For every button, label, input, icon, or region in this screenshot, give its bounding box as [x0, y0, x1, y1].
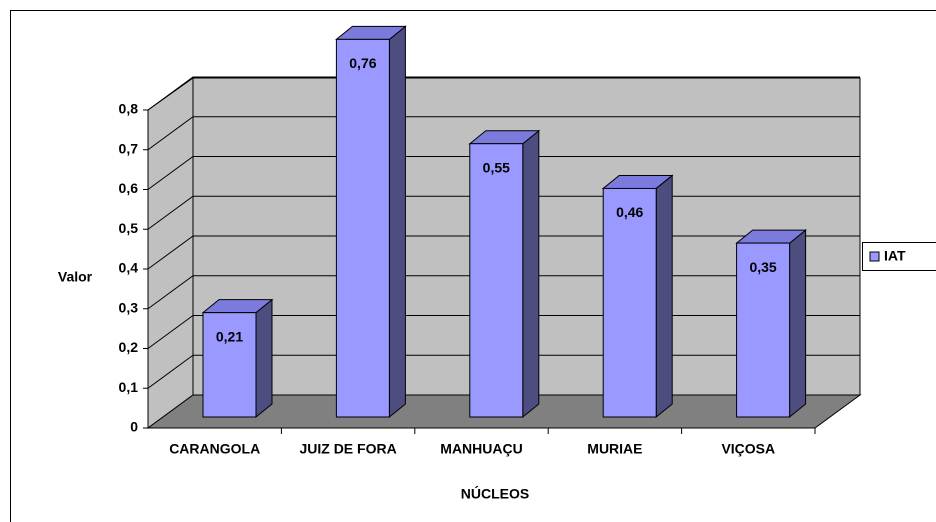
grid-line	[147, 156, 860, 190]
data-label: 0,55	[483, 159, 510, 175]
data-label: 0,46	[616, 204, 643, 220]
data-label: 0,76	[349, 55, 376, 71]
data-label: 0,21	[216, 328, 243, 344]
grid-line	[147, 76, 860, 111]
legend	[862, 242, 936, 271]
bar-side	[388, 25, 406, 419]
bar	[602, 187, 657, 418]
y-tick-label: 0,3	[119, 299, 139, 315]
y-tick-label: 0,4	[119, 260, 139, 276]
bar	[202, 312, 257, 418]
bar	[736, 242, 791, 418]
x-tick-label: MURIAE	[587, 441, 642, 457]
bar	[469, 143, 524, 418]
y-tick-label: 0,7	[119, 140, 139, 156]
x-tick-label: VIÇOSA	[721, 441, 775, 457]
y-tick-label: 0,6	[119, 180, 139, 196]
bar-side	[255, 298, 273, 419]
grid-line	[147, 116, 860, 151]
y-tick-label: 0,8	[119, 101, 139, 117]
legend-swatch	[869, 251, 880, 262]
bar	[335, 38, 390, 418]
y-axis-label: Valor	[58, 269, 93, 285]
bar-side	[522, 129, 540, 419]
x-axis-label: NÚCLEOS	[461, 485, 529, 502]
y-tick-label: 0,1	[119, 379, 139, 395]
y-tick-label: 0	[130, 419, 138, 435]
x-tick-label: JUIZ DE FORA	[299, 441, 396, 457]
legend-label: IAT	[884, 248, 906, 264]
bar-side	[655, 174, 673, 419]
x-tick-label: CARANGOLA	[169, 441, 260, 457]
bar-side	[789, 229, 807, 419]
y-tick-label: 0,2	[119, 339, 139, 355]
x-tick-label: MANHUAÇU	[440, 441, 522, 457]
y-tick-label: 0,5	[119, 220, 139, 236]
data-label: 0,35	[749, 259, 776, 275]
